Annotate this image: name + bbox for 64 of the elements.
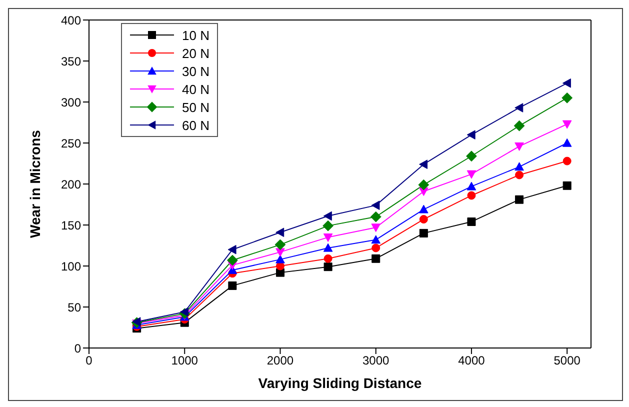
point [562, 92, 573, 104]
legend-label: 10 N [182, 28, 210, 42]
x-axis-title: Varying Sliding Distance [258, 375, 422, 391]
y-tick-label: 350 [60, 54, 82, 68]
x-tick-label: 4000 [458, 354, 486, 368]
y-tick-label: 0 [74, 341, 82, 356]
point [467, 191, 476, 200]
legend-label: 50 N [182, 100, 210, 114]
y-tick-label: 100 [60, 259, 82, 274]
point [466, 182, 476, 190]
legend-label: 30 N [182, 64, 210, 78]
x-tick-label: 1000 [171, 354, 198, 368]
point [515, 195, 524, 204]
point [562, 181, 572, 190]
point [562, 120, 572, 129]
point [323, 243, 333, 252]
y-tick-label: 300 [60, 95, 82, 110]
point [323, 233, 333, 242]
x-tick-label: 5000 [554, 354, 581, 368]
legend-label: 20 N [182, 46, 210, 60]
point [466, 170, 476, 179]
point [514, 103, 524, 112]
point [370, 211, 382, 222]
point [322, 220, 334, 232]
y-tick-label: 200 [60, 177, 82, 192]
point [418, 179, 430, 190]
y-tick-label: 150 [60, 218, 82, 232]
point [372, 254, 380, 263]
y-tick-label: 400 [60, 13, 82, 28]
point [371, 235, 381, 244]
point [562, 78, 571, 88]
point [562, 138, 572, 147]
point [419, 204, 428, 214]
point [514, 142, 524, 151]
point [419, 160, 428, 169]
point [562, 156, 572, 166]
x-tick-label: 0 [86, 354, 93, 368]
point [324, 254, 332, 263]
point [226, 254, 238, 266]
x-tick-label: 2000 [266, 354, 294, 368]
point [371, 224, 381, 232]
point [419, 228, 428, 238]
point [274, 239, 286, 250]
point [323, 211, 332, 221]
y-axis-title: Wear in Microns [26, 130, 43, 238]
point [276, 254, 285, 264]
point [228, 244, 236, 254]
legend-label: 40 N [182, 82, 210, 96]
point [467, 217, 476, 226]
point [466, 130, 476, 140]
point [466, 150, 477, 162]
point [371, 200, 380, 210]
point [514, 120, 525, 132]
y-tick-label: 250 [60, 136, 82, 150]
legend-label: 60 N [182, 118, 210, 132]
point [228, 281, 237, 290]
point [324, 262, 332, 272]
x-tick-label: 3000 [362, 354, 390, 368]
point [276, 228, 284, 238]
y-tick-label: 50 [68, 300, 82, 314]
point [514, 162, 524, 171]
point [419, 215, 428, 224]
point [372, 244, 380, 252]
point [515, 170, 524, 180]
